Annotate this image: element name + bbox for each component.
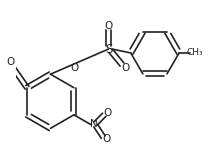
Text: O: O — [7, 57, 15, 67]
Text: O: O — [104, 21, 113, 31]
Text: O: O — [121, 63, 130, 73]
Text: CH₃: CH₃ — [187, 48, 204, 57]
Text: S: S — [105, 43, 112, 56]
Text: O: O — [104, 108, 112, 118]
Text: O: O — [103, 134, 111, 144]
Text: N: N — [90, 120, 98, 129]
Text: O: O — [70, 63, 78, 73]
